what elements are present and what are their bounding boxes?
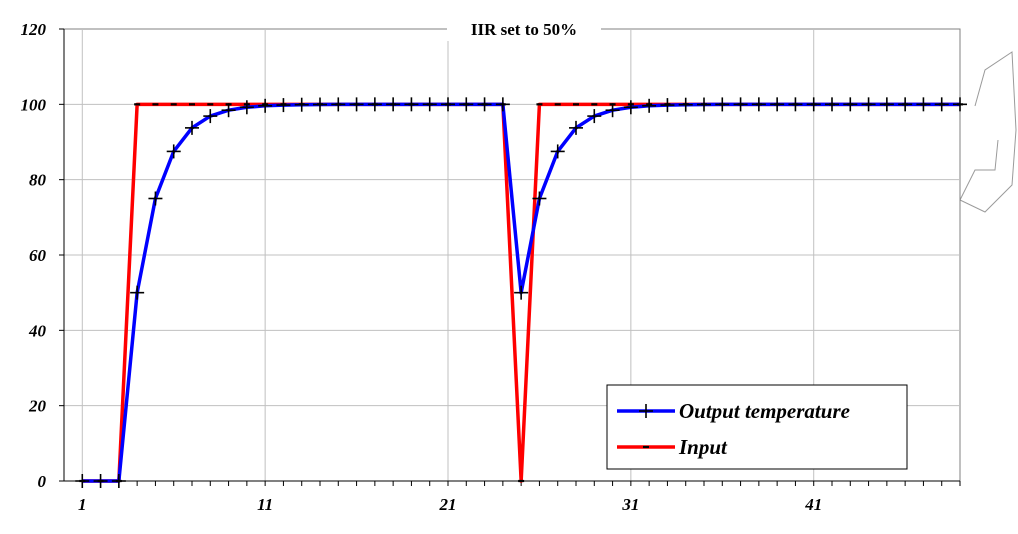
data-point-output-temperature: [751, 97, 766, 112]
data-point-output-temperature: [898, 97, 913, 112]
data-point-output-temperature: [861, 97, 876, 112]
data-point-output-temperature: [130, 285, 145, 300]
data-point-output-temperature: [239, 100, 254, 115]
series-layer: [75, 97, 967, 488]
x-tick-label: 11: [257, 495, 273, 514]
data-point-output-temperature: [331, 97, 346, 112]
data-point-output-temperature: [111, 474, 126, 488]
data-point-output-temperature: [93, 474, 108, 488]
watermark-outline: [959, 51, 1017, 213]
data-point-output-temperature: [934, 97, 949, 112]
legend-box: [606, 384, 908, 470]
data-point-output-temperature: [75, 474, 90, 488]
y-tick-label: 120: [21, 20, 47, 39]
data-point-output-temperature: [642, 98, 657, 113]
legend-label: Output temperature: [679, 399, 850, 423]
x-tick-label: 1: [78, 495, 87, 514]
data-point-output-temperature: [166, 144, 181, 159]
data-point-output-temperature: [477, 97, 492, 112]
data-point-output-temperature: [495, 97, 510, 112]
y-tick-label: 80: [29, 171, 47, 190]
legend: Output temperature Input: [606, 384, 908, 470]
legend-label: Input: [678, 435, 728, 459]
data-point-output-temperature: [623, 100, 638, 115]
data-point-output-temperature: [294, 97, 309, 112]
data-point-output-temperature: [587, 109, 602, 124]
data-point-output-temperature: [697, 97, 711, 112]
data-point-output-temperature: [916, 97, 931, 112]
data-point-output-temperature: [422, 97, 437, 112]
data-point-output-temperature: [185, 120, 199, 135]
data-point-output-temperature: [569, 120, 583, 135]
x-tick-label: 21: [439, 495, 457, 514]
y-tick-label: 40: [28, 321, 47, 340]
data-point-output-temperature: [349, 97, 364, 112]
data-point-output-temperature: [441, 97, 455, 112]
y-tick-label: 20: [28, 397, 47, 416]
data-point-output-temperature: [550, 144, 565, 159]
y-tick-label: 60: [29, 246, 47, 265]
y-tick-label: 0: [38, 472, 47, 491]
y-tick-label: 100: [21, 95, 47, 114]
data-point-output-temperature: [825, 97, 839, 112]
data-point-output-temperature: [733, 97, 748, 112]
chart-title: IIR set to 50%: [471, 20, 577, 39]
data-point-output-temperature: [313, 97, 327, 112]
data-point-output-temperature: [953, 97, 967, 112]
data-point-output-temperature: [770, 97, 785, 112]
title-group: IIR set to 50%: [447, 17, 601, 41]
data-point-output-temperature: [660, 98, 675, 113]
x-tick-label: 31: [621, 495, 639, 514]
data-point-output-temperature: [386, 97, 401, 112]
data-point-output-temperature: [404, 97, 419, 112]
data-point-output-temperature: [514, 285, 529, 300]
data-point-output-temperature: [806, 97, 821, 112]
data-point-output-temperature: [221, 103, 236, 118]
data-point-output-temperature: [678, 97, 693, 112]
data-point-output-temperature: [605, 103, 620, 118]
data-point-output-temperature: [459, 97, 474, 112]
data-point-output-temperature: [276, 98, 291, 113]
data-point-output-temperature: [148, 191, 163, 206]
data-point-output-temperature: [715, 97, 730, 112]
data-point-output-temperature: [203, 109, 218, 124]
chart-title-background: [447, 17, 601, 41]
data-point-output-temperature: [788, 97, 803, 112]
data-point-output-temperature: [879, 97, 894, 112]
data-point-output-temperature: [843, 97, 858, 112]
data-point-output-temperature: [258, 98, 273, 113]
x-tick-label: 41: [804, 495, 822, 514]
data-point-output-temperature: [367, 97, 382, 112]
data-point-output-temperature: [532, 191, 547, 206]
